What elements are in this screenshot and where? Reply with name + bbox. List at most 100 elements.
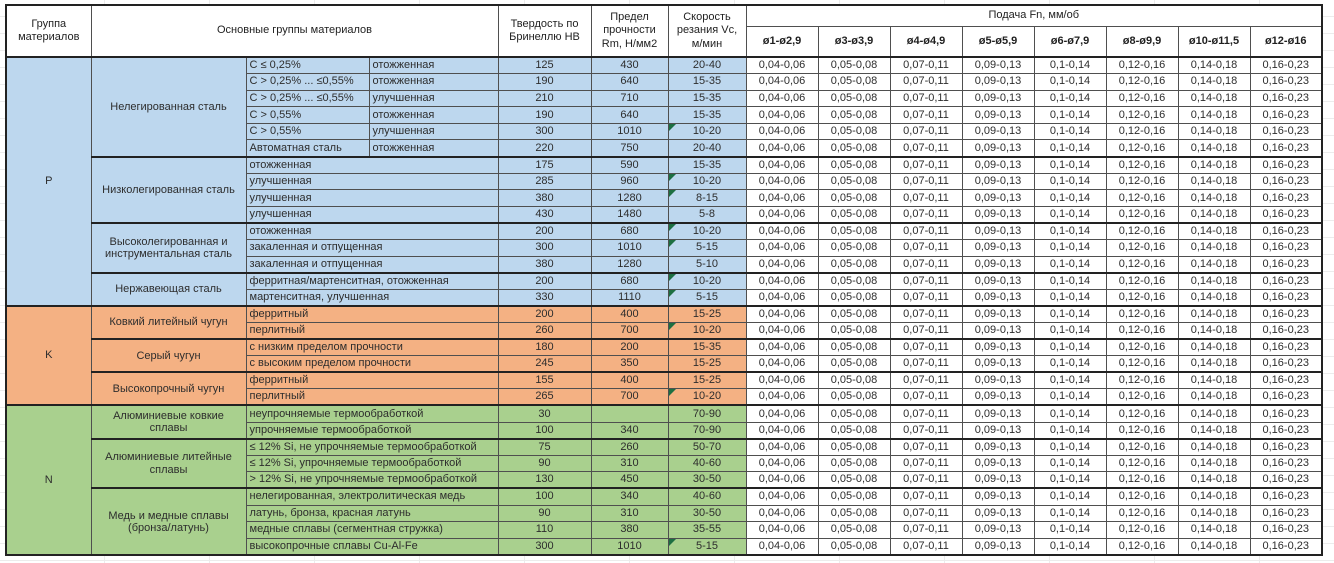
cell-strength-rm[interactable]: 350 [590, 355, 669, 373]
cell-feed-value[interactable]: 0,16-0,23 [1249, 388, 1323, 406]
cell-feed-value[interactable]: 0,09-0,13 [961, 271, 1035, 290]
cell-feed-value[interactable]: 0,05-0,08 [817, 338, 891, 357]
cell-condition[interactable]: отожженная [368, 56, 499, 75]
cell-feed-value[interactable]: 0,04-0,06 [745, 338, 819, 357]
cell-hardness-hb[interactable]: 260 [497, 322, 592, 340]
header-diameter[interactable]: ø6-ø7,9 [1033, 25, 1107, 58]
cell-feed-value[interactable]: 0,14-0,18 [1177, 189, 1251, 207]
cell-feed-value[interactable]: 0,05-0,08 [817, 504, 891, 523]
cell-strength-rm[interactable]: 340 [590, 487, 669, 506]
cell-feed-value[interactable]: 0,05-0,08 [817, 454, 891, 473]
cell-cutting-speed[interactable]: 5-15 [667, 288, 747, 307]
cell-hardness-hb[interactable]: 300 [497, 122, 592, 141]
cell-feed-value[interactable]: 0,07-0,11 [889, 404, 963, 423]
cell-feed-value[interactable]: 0,16-0,23 [1249, 322, 1323, 340]
header-diameter[interactable]: ø3-ø3,9 [817, 25, 891, 58]
cell-feed-value[interactable]: 0,07-0,11 [889, 322, 963, 340]
cell-hardness-hb[interactable]: 90 [497, 454, 592, 473]
cell-description[interactable]: улучшенная [245, 205, 499, 224]
cell-composition[interactable]: C > 0,25% ... ≤0,55% [245, 89, 370, 108]
cell-feed-value[interactable]: 0,04-0,06 [745, 239, 819, 257]
cell-feed-value[interactable]: 0,16-0,23 [1249, 371, 1323, 390]
cell-strength-rm[interactable]: 1280 [590, 189, 669, 207]
cell-feed-value[interactable]: 0,07-0,11 [889, 288, 963, 307]
cell-feed-value[interactable]: 0,16-0,23 [1249, 421, 1323, 440]
cell-hardness-hb[interactable]: 210 [497, 89, 592, 108]
header-feed[interactable]: Подача Fn, мм/об [745, 4, 1323, 27]
cell-feed-value[interactable]: 0,14-0,18 [1177, 271, 1251, 290]
cell-feed-value[interactable]: 0,09-0,13 [961, 537, 1035, 556]
cell-feed-value[interactable]: 0,04-0,06 [745, 404, 819, 423]
cell-feed-value[interactable]: 0,09-0,13 [961, 189, 1035, 207]
cell-hardness-hb[interactable]: 30 [497, 404, 592, 423]
cell-feed-value[interactable]: 0,09-0,13 [961, 56, 1035, 75]
cell-feed-value[interactable]: 0,12-0,16 [1105, 537, 1179, 556]
cell-cutting-speed[interactable]: 10-20 [667, 172, 747, 191]
cell-feed-value[interactable]: 0,05-0,08 [817, 404, 891, 423]
cell-feed-value[interactable]: 0,16-0,23 [1249, 139, 1323, 158]
cell-feed-value[interactable]: 0,12-0,16 [1105, 239, 1179, 257]
cell-feed-value[interactable]: 0,12-0,16 [1105, 322, 1179, 340]
cell-feed-value[interactable]: 0,1-0,14 [1033, 89, 1107, 108]
cell-feed-value[interactable]: 0,12-0,16 [1105, 106, 1179, 124]
cell-feed-value[interactable]: 0,16-0,23 [1249, 106, 1323, 124]
cell-feed-value[interactable]: 0,14-0,18 [1177, 388, 1251, 406]
cell-description[interactable]: ≤ 12% Si, упрочняемые термообработкой [245, 454, 499, 473]
cell-feed-value[interactable]: 0,04-0,06 [745, 487, 819, 506]
cell-feed-value[interactable]: 0,05-0,08 [817, 355, 891, 373]
cell-feed-value[interactable]: 0,1-0,14 [1033, 521, 1107, 539]
cell-feed-value[interactable]: 0,16-0,23 [1249, 122, 1323, 141]
cell-cutting-speed[interactable]: 15-25 [667, 355, 747, 373]
cell-material-family[interactable]: Медь и медные сплавы (бронза/латунь) [90, 487, 247, 556]
header-diameter[interactable]: ø5-ø5,9 [961, 25, 1035, 58]
cell-cutting-speed[interactable]: 10-20 [667, 122, 747, 141]
cell-feed-value[interactable]: 0,07-0,11 [889, 388, 963, 406]
cell-feed-value[interactable]: 0,05-0,08 [817, 304, 891, 323]
cell-feed-value[interactable]: 0,05-0,08 [817, 255, 891, 274]
cell-feed-value[interactable]: 0,12-0,16 [1105, 172, 1179, 191]
cell-strength-rm[interactable]: 1110 [590, 288, 669, 307]
cell-feed-value[interactable]: 0,05-0,08 [817, 73, 891, 91]
cell-feed-value[interactable]: 0,16-0,23 [1249, 271, 1323, 290]
cell-hardness-hb[interactable]: 430 [497, 205, 592, 224]
cell-feed-value[interactable]: 0,04-0,06 [745, 521, 819, 539]
cell-material-family[interactable]: Ковкий литейный чугун [90, 304, 247, 340]
cell-feed-value[interactable]: 0,07-0,11 [889, 454, 963, 473]
cell-feed-value[interactable]: 0,04-0,06 [745, 271, 819, 290]
cell-feed-value[interactable]: 0,09-0,13 [961, 388, 1035, 406]
cell-description[interactable]: ферритная/мартенситная, отожженная [245, 271, 499, 290]
cell-feed-value[interactable]: 0,12-0,16 [1105, 304, 1179, 323]
cell-description[interactable]: ≤ 12% Si, не упрочняемые термообработкой [245, 437, 499, 456]
cell-feed-value[interactable]: 0,14-0,18 [1177, 521, 1251, 539]
cell-condition[interactable]: улучшенная [368, 89, 499, 108]
cell-feed-value[interactable]: 0,16-0,23 [1249, 355, 1323, 373]
cell-hardness-hb[interactable]: 200 [497, 304, 592, 323]
cell-feed-value[interactable]: 0,12-0,16 [1105, 122, 1179, 141]
cell-strength-rm[interactable]: 1010 [590, 122, 669, 141]
cell-feed-value[interactable]: 0,12-0,16 [1105, 404, 1179, 423]
cell-description[interactable]: ферритный [245, 304, 499, 323]
cell-feed-value[interactable]: 0,04-0,06 [745, 504, 819, 523]
cell-feed-value[interactable]: 0,16-0,23 [1249, 521, 1323, 539]
cell-feed-value[interactable]: 0,05-0,08 [817, 139, 891, 158]
cell-feed-value[interactable]: 0,1-0,14 [1033, 205, 1107, 224]
cell-feed-value[interactable]: 0,12-0,16 [1105, 221, 1179, 241]
cell-feed-value[interactable]: 0,05-0,08 [817, 437, 891, 456]
cell-feed-value[interactable]: 0,12-0,16 [1105, 73, 1179, 91]
cell-feed-value[interactable]: 0,14-0,18 [1177, 537, 1251, 556]
cell-feed-value[interactable]: 0,05-0,08 [817, 189, 891, 207]
cell-material-group[interactable]: P [5, 56, 92, 307]
cell-feed-value[interactable]: 0,09-0,13 [961, 205, 1035, 224]
cell-feed-value[interactable]: 0,07-0,11 [889, 205, 963, 224]
cell-cutting-speed[interactable]: 15-25 [667, 371, 747, 390]
cell-feed-value[interactable]: 0,16-0,23 [1249, 338, 1323, 357]
cell-feed-value[interactable]: 0,12-0,16 [1105, 437, 1179, 456]
cell-hardness-hb[interactable]: 245 [497, 355, 592, 373]
cell-cutting-speed[interactable]: 20-40 [667, 56, 747, 75]
cell-feed-value[interactable]: 0,07-0,11 [889, 471, 963, 489]
header-diameter[interactable]: ø12-ø16 [1249, 25, 1323, 58]
cell-description[interactable]: мартенситная, улучшенная [245, 288, 499, 307]
cell-feed-value[interactable]: 0,07-0,11 [889, 221, 963, 241]
header-hardness[interactable]: Твердость по Бринеллю HB [497, 4, 592, 58]
cell-cutting-speed[interactable]: 10-20 [667, 221, 747, 241]
